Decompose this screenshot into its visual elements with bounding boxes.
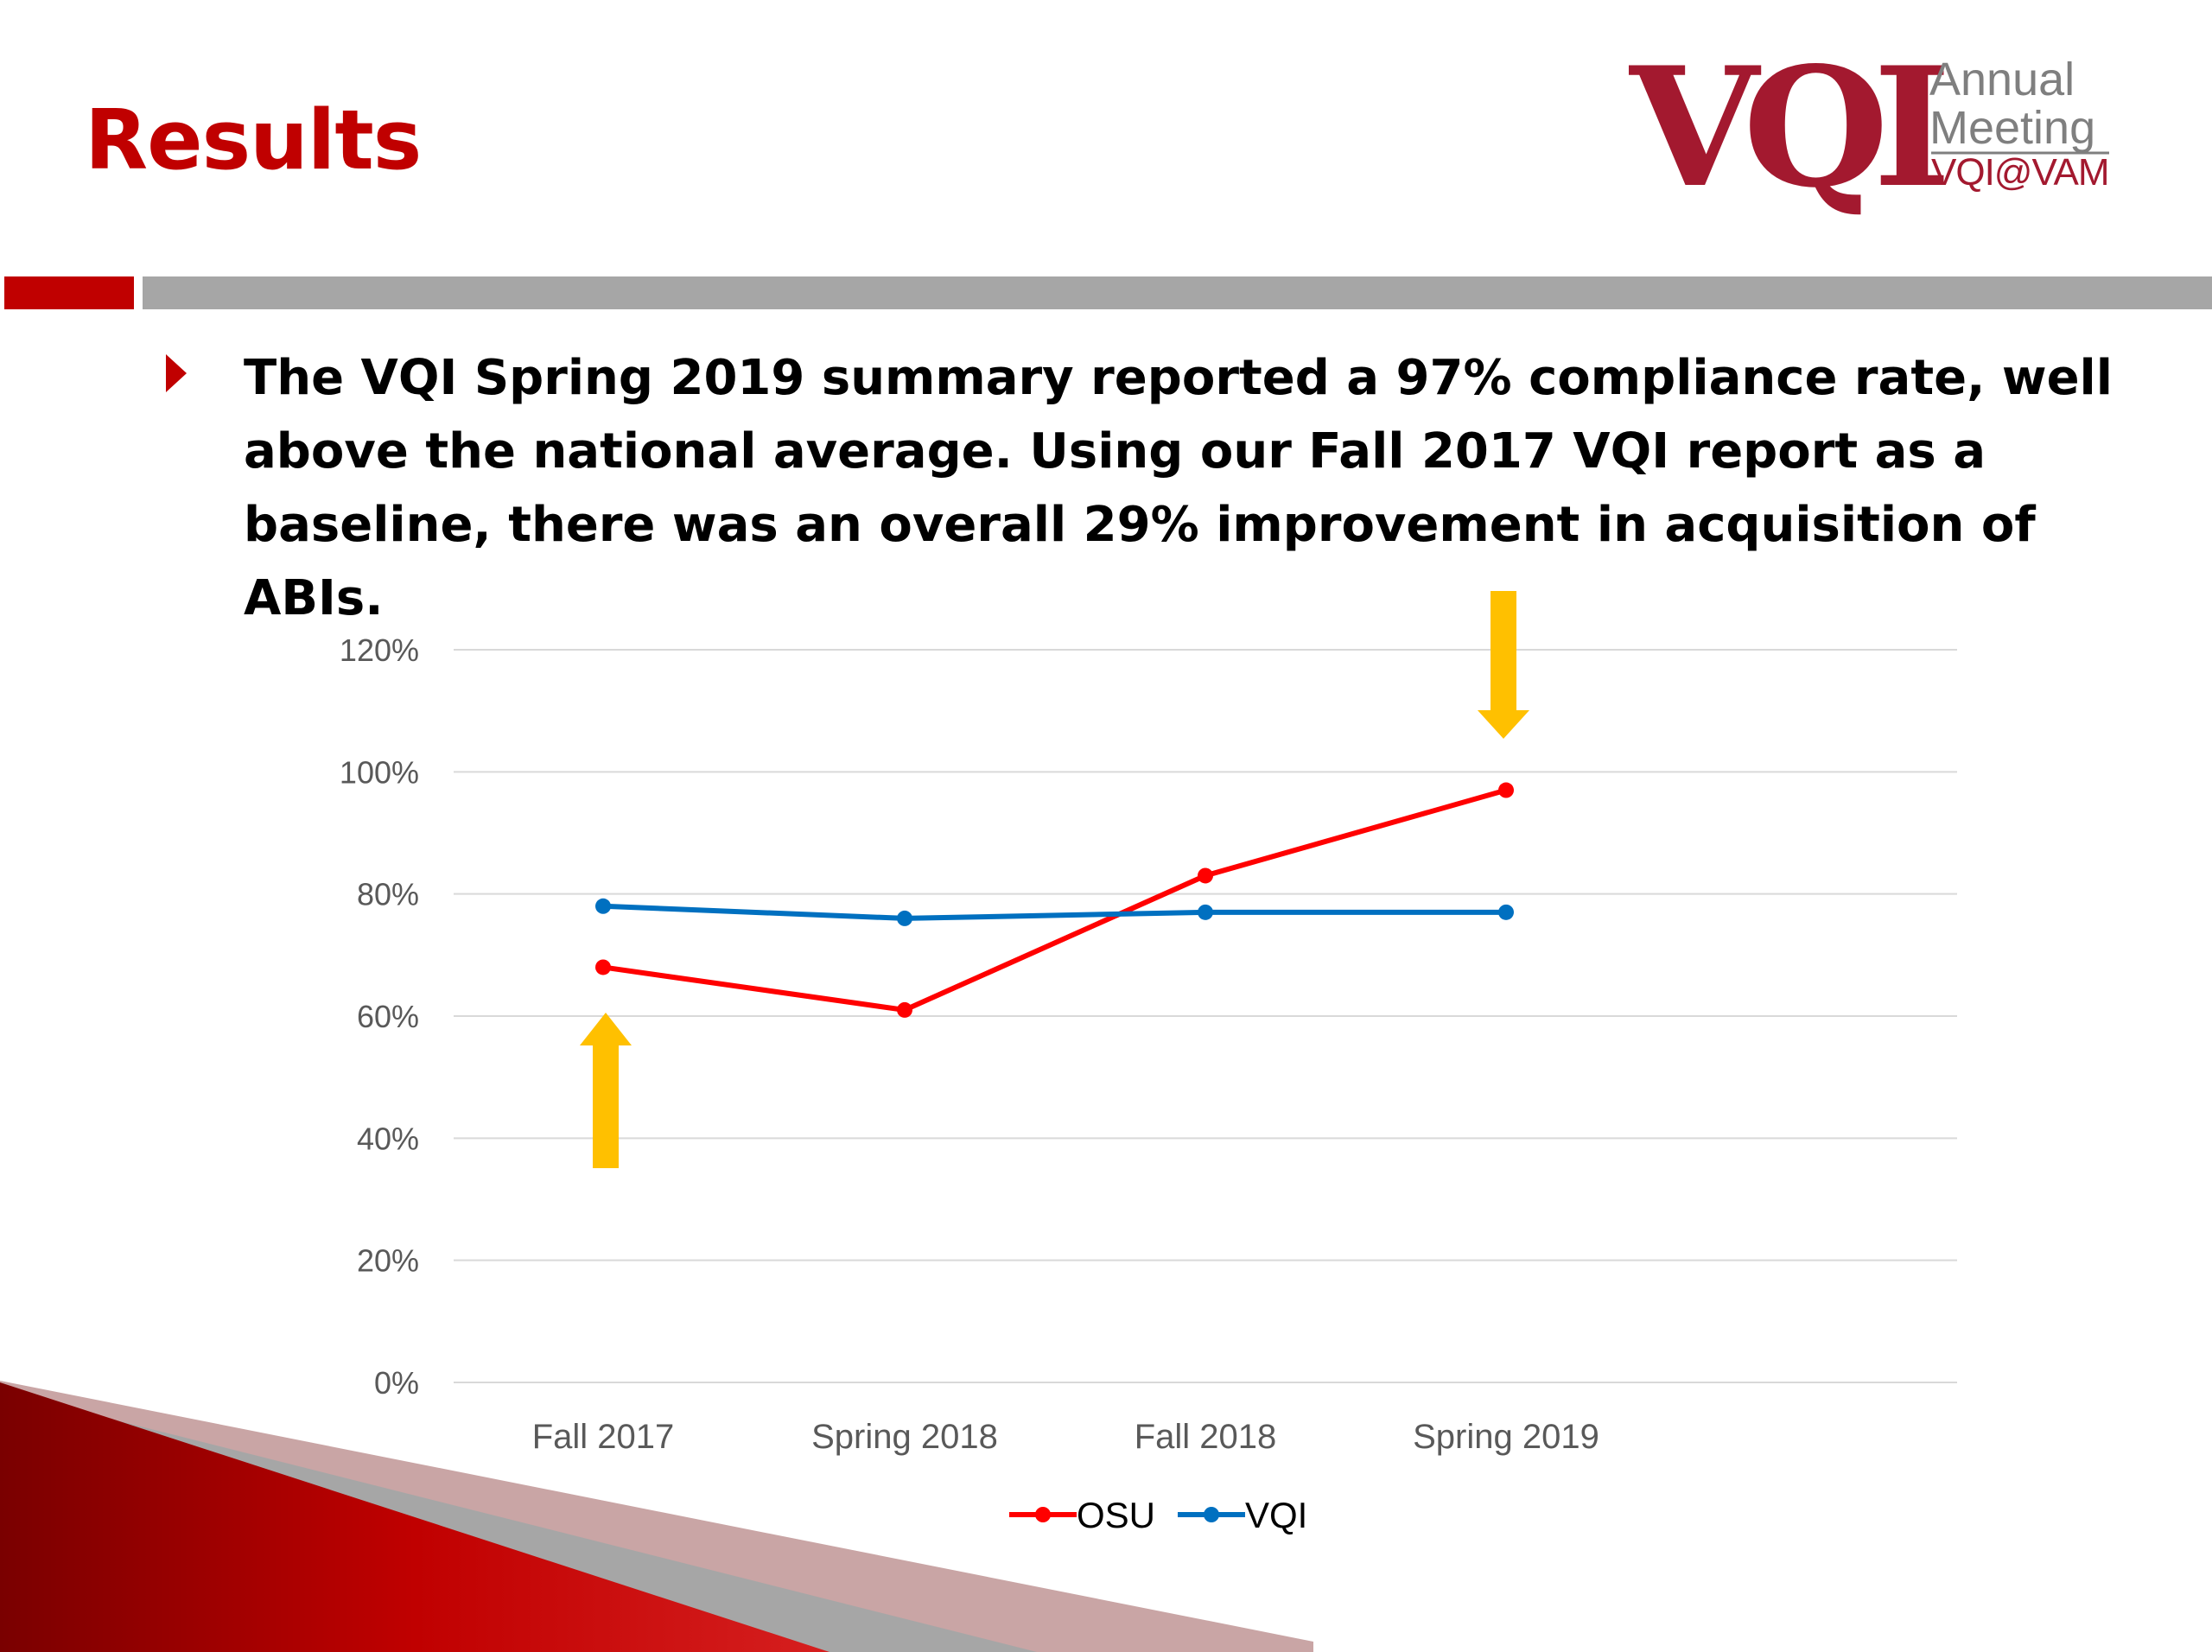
y-tick-label: 0% xyxy=(374,1365,419,1401)
legend-label-osu: OSU xyxy=(1077,1495,1155,1535)
data-point-vqi xyxy=(1498,904,1514,920)
annotation-arrows xyxy=(580,591,1529,1168)
y-tick-label: 20% xyxy=(357,1243,419,1279)
up-arrow-icon xyxy=(580,1013,632,1168)
chart-legend: OSU VQI xyxy=(1009,1495,1307,1535)
x-category-label: Spring 2018 xyxy=(811,1418,998,1456)
body-text: The VQI Spring 2019 summary reported a 9… xyxy=(244,350,2113,626)
bullet-marker-icon xyxy=(166,354,187,392)
y-tick-label: 100% xyxy=(340,754,419,790)
data-point-osu xyxy=(1198,867,1213,884)
series-line-vqi xyxy=(602,903,1506,921)
x-axis-categories: Fall 2017 Spring 2018 Fall 2018 Spring 2019 xyxy=(532,1418,1599,1456)
y-tick-label: 80% xyxy=(357,877,419,912)
y-tick-label: 120% xyxy=(340,632,419,668)
logo-line-meeting: Meeting xyxy=(1929,102,2095,154)
x-category-label: Spring 2019 xyxy=(1413,1418,1599,1456)
logo-line-annual: Annual xyxy=(1929,54,2075,105)
slide-title: Results xyxy=(85,93,422,188)
y-tick-label: 60% xyxy=(357,999,419,1034)
vqi-logo: VQI Annual Meeting VQI@VAM xyxy=(1629,54,2110,224)
legend-marker-vqi xyxy=(1204,1507,1219,1522)
x-category-label: Fall 2018 xyxy=(1135,1418,1277,1456)
y-axis-ticks: 0% 20% 40% 60% 80% 100% 120% xyxy=(340,632,419,1401)
data-point-vqi xyxy=(897,910,912,926)
y-tick-label: 40% xyxy=(357,1121,419,1156)
data-point-vqi xyxy=(595,898,611,914)
data-point-vqi xyxy=(1198,904,1213,920)
x-category-label: Fall 2017 xyxy=(532,1418,675,1456)
chart-series xyxy=(595,782,1514,1018)
title-divider-bar xyxy=(143,276,2212,309)
down-arrow-icon xyxy=(1478,591,1529,739)
data-point-osu xyxy=(595,959,611,975)
logo-line-vqivam: VQI@VAM xyxy=(1931,151,2109,194)
legend-label-vqi: VQI xyxy=(1245,1495,1307,1535)
legend-marker-osu xyxy=(1035,1507,1051,1522)
chart-gridlines xyxy=(454,649,1957,1383)
series-line-osu xyxy=(602,787,1507,1013)
logo-mark: VQI xyxy=(1629,54,1944,224)
data-point-osu xyxy=(1498,782,1514,798)
data-point-osu xyxy=(897,1001,912,1018)
title-accent-bar xyxy=(4,276,134,309)
